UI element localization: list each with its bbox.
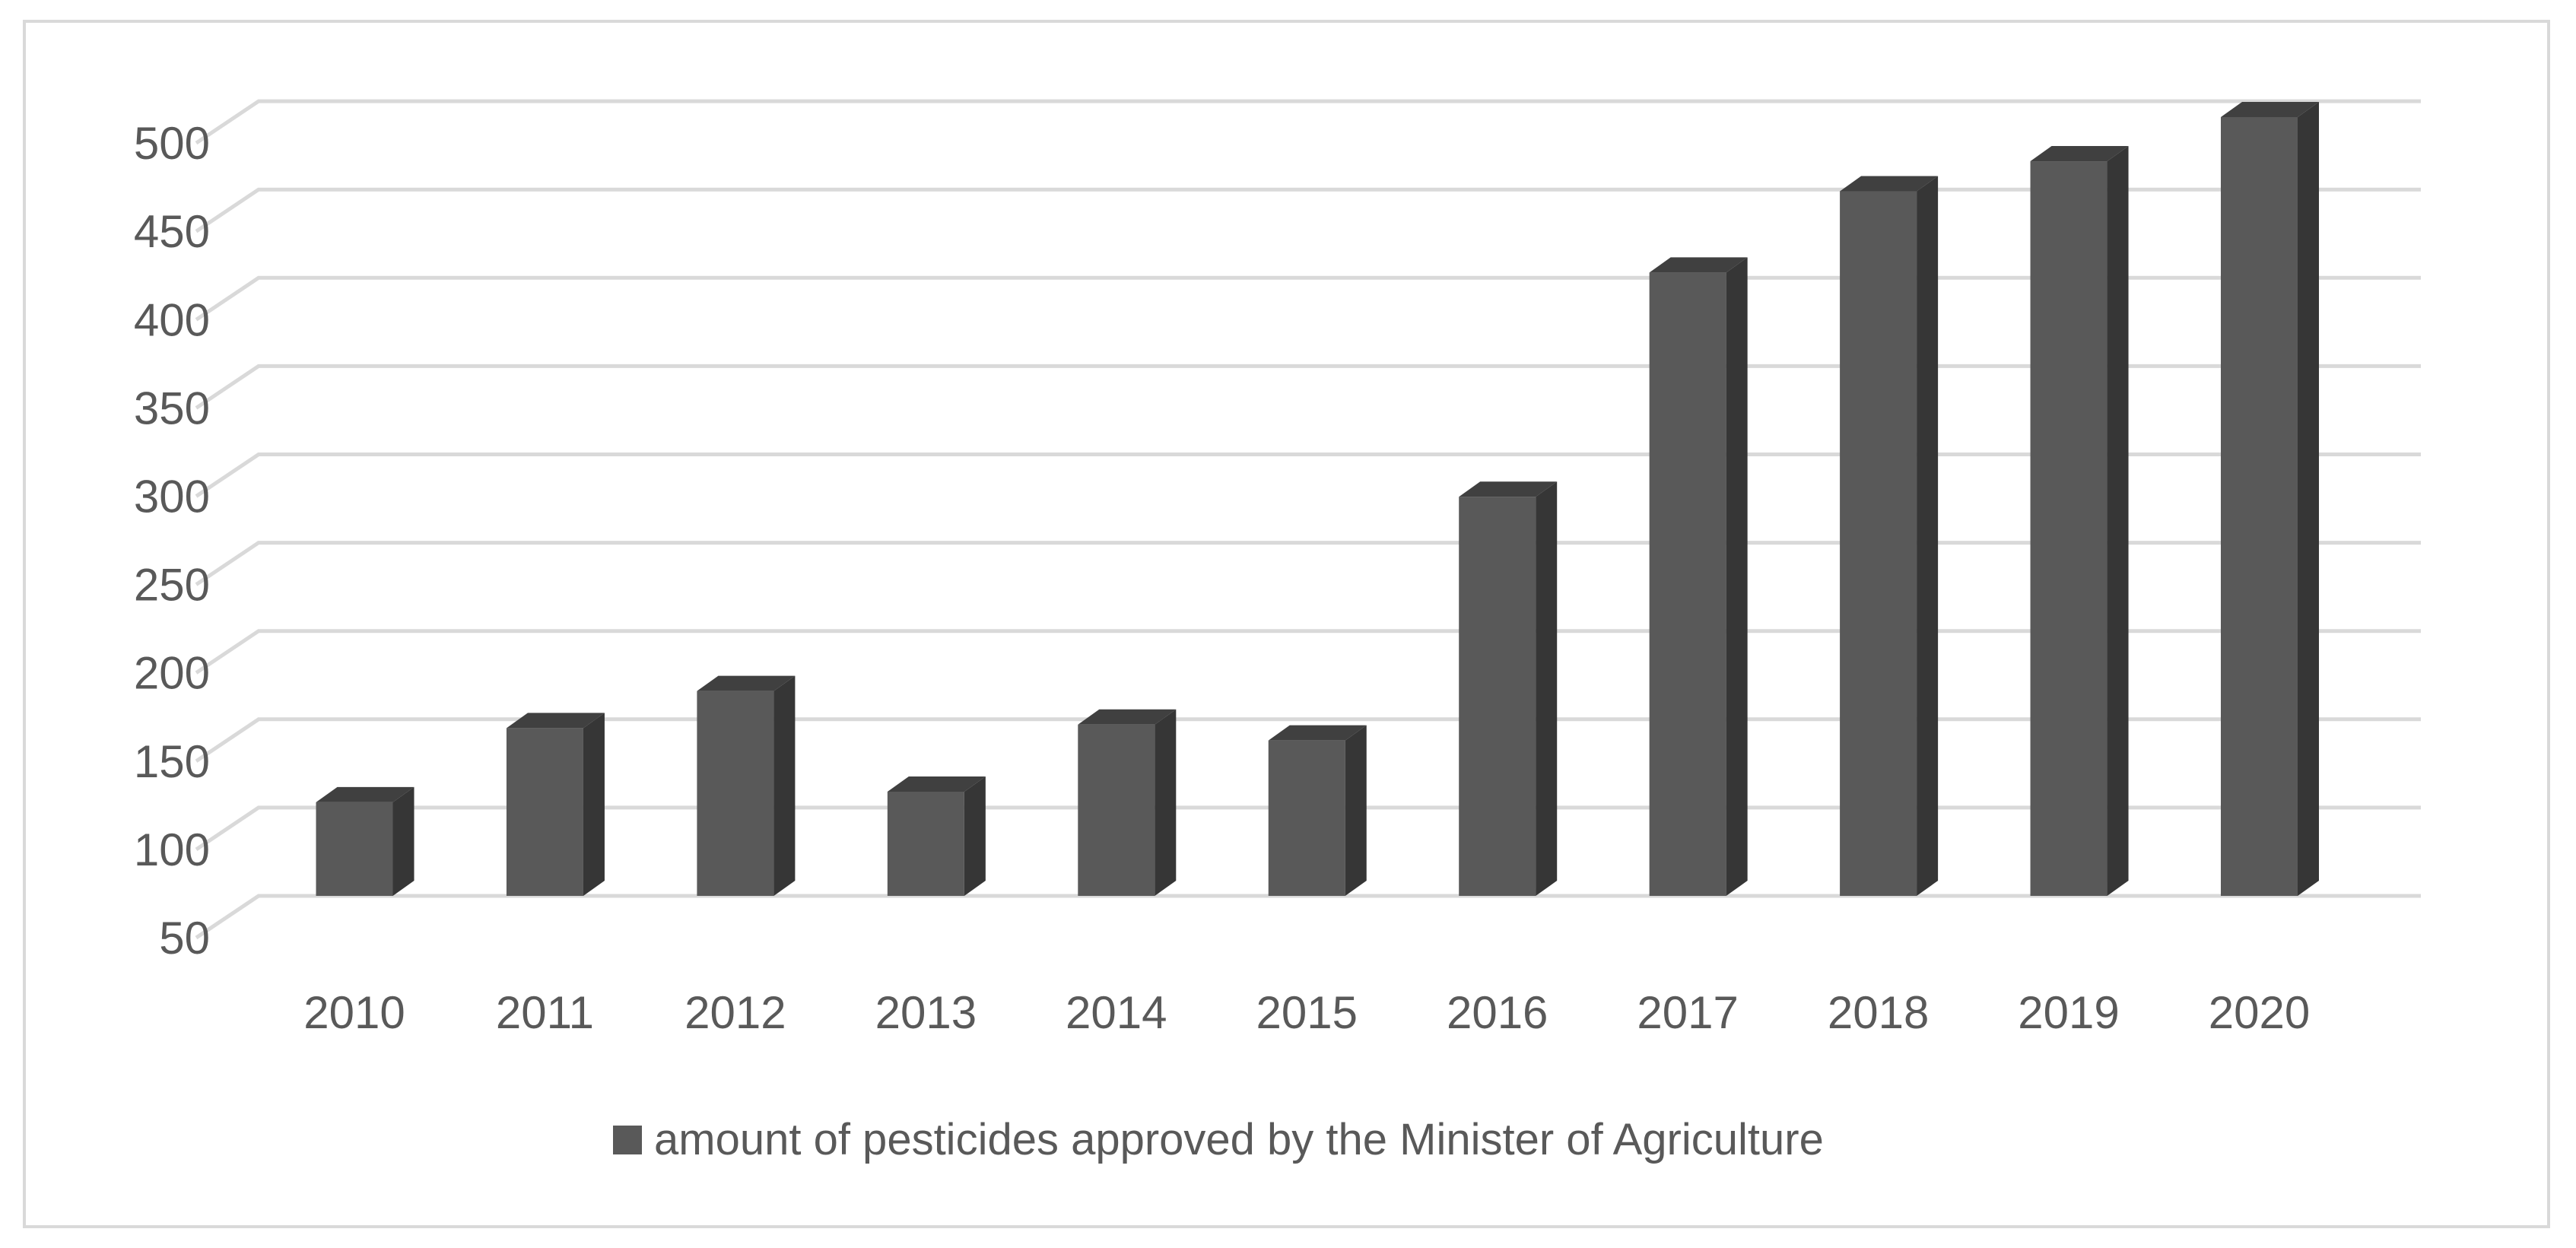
bar-top bbox=[316, 786, 415, 802]
bar-front bbox=[2221, 116, 2298, 896]
bar bbox=[316, 786, 415, 896]
y-tick-label: 50 bbox=[159, 913, 210, 964]
bar bbox=[697, 675, 796, 896]
bar-front bbox=[1459, 497, 1536, 896]
bar-top bbox=[2030, 146, 2129, 162]
bar-front bbox=[1840, 191, 1917, 897]
x-tick-label: 2019 bbox=[2018, 987, 2119, 1038]
y-tick-label: 350 bbox=[134, 383, 210, 433]
x-tick-label: 2013 bbox=[875, 987, 977, 1038]
x-tick-label: 2011 bbox=[496, 987, 594, 1038]
gridline bbox=[195, 187, 2421, 233]
bar-side bbox=[1536, 481, 1558, 896]
bar-side bbox=[1155, 709, 1177, 896]
bar-top bbox=[697, 675, 796, 691]
x-tick-label: 2014 bbox=[1066, 987, 1167, 1038]
bars bbox=[316, 101, 2319, 897]
y-tick-label: 150 bbox=[134, 736, 210, 787]
x-tick-label: 2018 bbox=[1828, 987, 1929, 1038]
bar bbox=[506, 713, 605, 896]
bar-side bbox=[392, 786, 415, 896]
y-tick-label: 200 bbox=[134, 648, 210, 699]
bar-top bbox=[1078, 709, 1177, 725]
bar-top bbox=[506, 713, 605, 729]
gridline bbox=[195, 894, 2421, 940]
bar-top bbox=[1459, 481, 1558, 497]
gridline bbox=[195, 99, 2421, 145]
bar-side bbox=[583, 713, 605, 896]
bar-front bbox=[2030, 161, 2107, 897]
bar-front bbox=[1268, 740, 1345, 896]
bar-top bbox=[1268, 725, 1367, 741]
bar-side bbox=[773, 675, 796, 896]
legend-swatch bbox=[613, 1126, 642, 1154]
bar bbox=[2221, 101, 2319, 896]
bar bbox=[1268, 725, 1367, 896]
bar bbox=[1078, 709, 1177, 896]
bar bbox=[2030, 146, 2129, 897]
y-axis: 50 100 150 200 250 300 350 400 450 500 bbox=[134, 118, 210, 964]
bar bbox=[1649, 257, 1748, 897]
y-tick-label: 500 bbox=[134, 118, 210, 169]
bar-front bbox=[1649, 272, 1726, 897]
bar bbox=[1459, 481, 1558, 896]
x-tick-label: 2015 bbox=[1256, 987, 1358, 1038]
bar-top bbox=[2221, 101, 2319, 117]
bar bbox=[887, 776, 986, 896]
y-tick-label: 450 bbox=[134, 206, 210, 257]
bar-side bbox=[1917, 176, 1939, 897]
y-tick-label: 100 bbox=[134, 824, 210, 875]
bar-front bbox=[697, 691, 774, 896]
bar-front bbox=[316, 802, 393, 896]
y-tick-label: 300 bbox=[134, 472, 210, 522]
bar-side bbox=[2107, 146, 2129, 897]
bar-side bbox=[964, 776, 986, 896]
bar-side bbox=[1345, 725, 1367, 896]
bar-front bbox=[887, 792, 964, 896]
bar bbox=[1840, 176, 1939, 897]
bar-front bbox=[506, 728, 583, 896]
bar-top bbox=[887, 776, 986, 792]
bar-top bbox=[1649, 257, 1748, 273]
x-tick-label: 2010 bbox=[303, 987, 405, 1038]
legend: amount of pesticides approved by the Min… bbox=[613, 1115, 1824, 1164]
legend-label: amount of pesticides approved by the Min… bbox=[654, 1115, 1824, 1164]
bar-side bbox=[1726, 257, 1748, 897]
y-tick-label: 250 bbox=[134, 560, 210, 611]
x-axis: 2010 2011 2012 2013 2014 2015 2016 2017 2018 2019… bbox=[303, 987, 2310, 1038]
x-tick-label: 2016 bbox=[1447, 987, 1548, 1038]
x-tick-label: 2017 bbox=[1637, 987, 1738, 1038]
chart-frame bbox=[23, 20, 2550, 1228]
bar-front bbox=[1078, 724, 1155, 896]
bar-top bbox=[1840, 176, 1939, 192]
bar-side bbox=[2298, 101, 2319, 896]
y-tick-label: 400 bbox=[134, 294, 210, 345]
x-tick-label: 2012 bbox=[684, 987, 786, 1038]
x-tick-label: 2020 bbox=[2209, 987, 2310, 1038]
